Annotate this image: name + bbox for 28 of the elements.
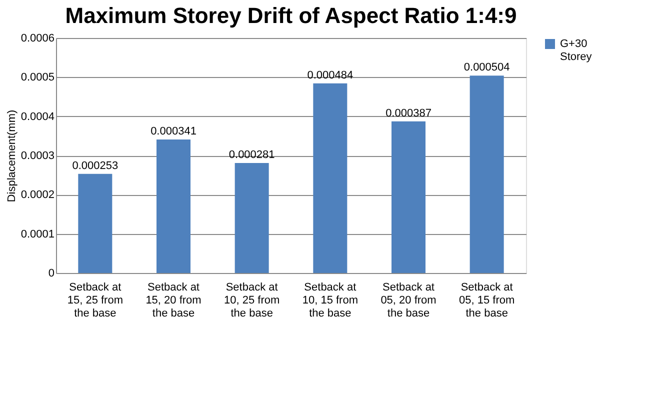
data-label: 0.000484 bbox=[307, 69, 354, 82]
x-tick-label: Setback at 10, 25 from the base bbox=[224, 282, 280, 320]
y-axis-title: Displacement(mm) bbox=[6, 110, 18, 202]
legend-label: G+30 Storey bbox=[560, 38, 592, 63]
x-tick-label: Setback at 05, 15 from the base bbox=[459, 282, 515, 320]
chart-title: Maximum Storey Drift of Aspect Ratio 1:4:9 bbox=[65, 3, 517, 28]
y-tick-label: 0 bbox=[48, 268, 54, 280]
y-tick-label: 0.0005 bbox=[20, 72, 54, 84]
data-label: 0.000281 bbox=[228, 148, 275, 161]
data-label: 0.000253 bbox=[72, 160, 118, 172]
y-tick-label: 0.0006 bbox=[20, 32, 54, 44]
y-tick-label: 0.0001 bbox=[20, 228, 54, 240]
y-tick-label: 0.0004 bbox=[20, 110, 54, 123]
bar bbox=[234, 162, 269, 273]
bar bbox=[313, 83, 348, 273]
x-tick-label: Setback at 15, 25 from the base bbox=[67, 282, 123, 320]
y-tick-label: 0.0003 bbox=[20, 150, 54, 162]
data-label: 0.000387 bbox=[386, 107, 432, 120]
data-label: 0.000341 bbox=[150, 125, 196, 138]
x-tick-label: Setback at 10, 15 from the base bbox=[302, 282, 358, 320]
y-tick-label: 0.0002 bbox=[20, 189, 54, 202]
bar bbox=[156, 139, 190, 273]
x-tick-label: Setback at 15, 20 from the base bbox=[146, 282, 202, 320]
bar bbox=[392, 121, 426, 273]
x-tick-label: Setback at 05, 20 from the base bbox=[380, 282, 436, 320]
data-label: 0.000504 bbox=[464, 62, 510, 74]
bar bbox=[78, 174, 112, 273]
bar bbox=[470, 76, 504, 273]
